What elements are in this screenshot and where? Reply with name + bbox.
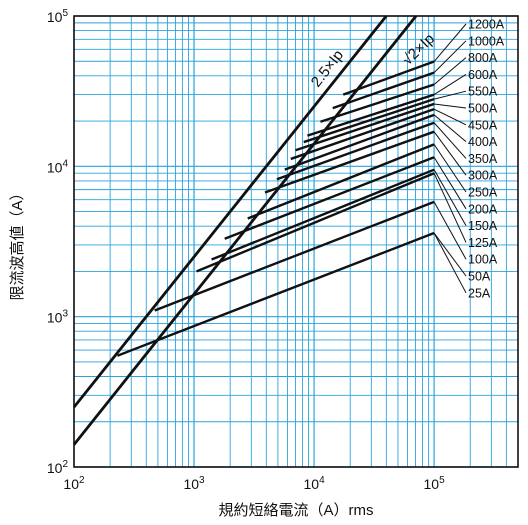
series-label-400A: 400A [468,135,498,149]
series-label-25A: 25A [468,286,491,300]
series-line-1200A [342,60,435,96]
leader-1000A [433,40,467,73]
series-label-800A: 800A [468,51,498,65]
series-line-800A [320,83,435,123]
leader-50A [433,232,467,277]
series-line-450A [290,108,435,161]
series-label-300A: 300A [468,169,498,183]
series-label-1200A: 1200A [468,18,505,32]
series-label-550A: 550A [468,85,498,99]
series-line-400A [284,113,435,171]
series-line-350A [276,121,435,181]
leader-1200A [433,23,467,62]
leader-550A [433,90,467,100]
leader-100A [433,201,467,260]
series-label-500A: 500A [468,102,498,116]
leader-600A [433,73,467,96]
series-label-450A: 450A [468,118,498,132]
y-tick-label: 104 [47,158,69,175]
x-tick-label: 102 [63,475,85,492]
leader-200A [433,156,467,210]
leader-500A [434,103,467,109]
series-labels: 2.5×Ip √2×Ip1200A1000A800A600A550A500A450… [308,18,505,301]
series-label-100A: 100A [468,253,498,267]
series-label-600A: 600A [468,68,498,82]
series-line-250A [247,143,435,220]
series-line-300A [264,130,435,194]
series-label-1000A: 1000A [468,34,505,48]
y-tick-label: 102 [47,459,69,476]
y-axis-title: 限流波高値（A） [9,185,26,300]
series-line-200A [224,156,435,240]
leader-25A [433,232,467,294]
series-line-50A [116,231,435,357]
x-tick-labels: 102 103 104 105 [63,475,445,492]
leader-350A [433,122,467,159]
series-line-150A [211,168,435,261]
leader-400A [433,114,467,142]
series-line-100A [154,200,435,312]
leader-250A [433,144,467,193]
series-line-500A [295,102,435,152]
leader-150A [433,169,467,226]
series-label-125A: 125A [468,236,498,250]
curves [72,15,435,446]
leader-300A [433,131,467,176]
y-tick-label: 103 [47,309,69,326]
series-label-50A: 50A [468,270,491,284]
reference-line-1 [72,15,388,409]
x-tick-label: 103 [183,475,205,492]
leader-450A [433,108,467,126]
y-tick-labels: 102 103 104 105 [47,8,69,476]
series-label-250A: 250A [468,186,498,200]
plot-frame [73,15,519,468]
x-tick-label: 104 [303,475,325,492]
y-tick-label: 105 [47,8,69,25]
series-label-150A: 150A [468,219,498,233]
leader-125A [433,173,467,243]
series-label-350A: 350A [468,152,498,166]
series-line-125A [196,172,435,273]
series-line-1000A [332,71,435,110]
series-label-200A: 200A [468,202,498,216]
x-axis-title: 規約短絡電流（A）rms [219,502,374,519]
leader-800A [433,57,467,85]
series-line-550A [303,97,435,144]
x-tick-label: 105 [424,475,446,492]
label-leaders [433,23,467,294]
series-line-600A [307,93,435,137]
